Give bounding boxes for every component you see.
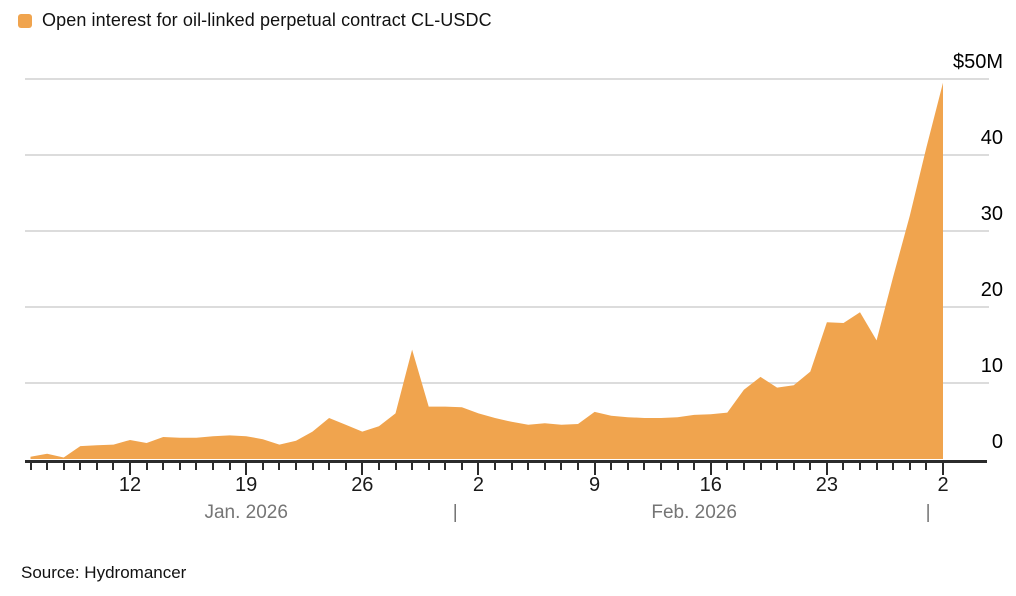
x-axis-tick	[145, 462, 148, 470]
x-axis-tick	[809, 462, 812, 470]
x-axis-tick	[825, 462, 828, 475]
x-axis-tick	[377, 462, 380, 470]
source-text: Source: Hydromancer	[21, 563, 187, 582]
x-axis-tick	[610, 462, 613, 470]
gridline	[25, 306, 989, 308]
x-axis-tick	[859, 462, 862, 470]
x-axis-tick	[659, 462, 662, 470]
x-axis-tick	[543, 462, 546, 470]
x-axis-tick	[261, 462, 264, 470]
x-axis-tick	[311, 462, 314, 470]
y-axis-label: 20	[980, 279, 1003, 301]
x-axis-label: 12	[118, 474, 142, 496]
x-axis-label: 9	[589, 474, 601, 496]
x-axis-tick	[195, 462, 198, 470]
x-axis-tick	[560, 462, 563, 470]
month-separator: |	[925, 502, 931, 523]
legend-swatch-icon	[18, 13, 32, 28]
x-axis-tick	[527, 462, 530, 470]
x-axis-tick	[942, 462, 944, 475]
x-axis-label: 2	[937, 474, 949, 496]
x-axis-tick	[892, 462, 895, 470]
x-axis-tick	[245, 462, 248, 475]
x-axis-label: 23	[815, 474, 838, 496]
x-axis-tick	[792, 462, 795, 470]
legend-label: Open interest for oil-linked perpetual c…	[42, 10, 492, 30]
x-axis-tick	[460, 462, 463, 470]
x-axis-tick	[643, 462, 646, 470]
gridline	[25, 154, 989, 156]
gridline	[25, 382, 989, 384]
x-axis-tick	[759, 462, 762, 470]
x-axis-tick	[328, 462, 331, 470]
x-axis-tick	[875, 462, 878, 470]
x-axis-tick	[95, 462, 98, 470]
x-axis-tick	[62, 462, 65, 470]
area-polygon	[30, 82, 943, 460]
x-axis-tick	[427, 462, 430, 470]
legend: Open interest for oil-linked perpetual c…	[18, 10, 492, 31]
month-label: Feb. 2026	[651, 502, 737, 523]
x-axis-tick	[494, 462, 497, 470]
x-axis-tick	[726, 462, 729, 470]
x-axis-tick	[129, 462, 132, 475]
x-axis-tick	[925, 462, 928, 470]
x-axis-label: 2	[472, 474, 485, 496]
x-axis-tick	[742, 462, 745, 470]
y-axis-label: $50M	[952, 51, 1003, 73]
month-separator: |	[452, 502, 458, 523]
x-axis-tick	[709, 462, 712, 475]
x-axis-tick	[294, 462, 297, 470]
x-axis-tick	[394, 462, 397, 470]
x-axis-tick	[477, 462, 480, 475]
x-axis-tick	[228, 462, 231, 470]
gridline	[25, 230, 989, 232]
y-axis-label: 0	[991, 431, 1003, 453]
x-axis-line	[25, 459, 987, 463]
x-axis-tick	[693, 462, 696, 470]
x-axis-tick	[361, 462, 364, 475]
x-axis-label: 16	[699, 474, 722, 496]
x-axis-tick	[510, 462, 513, 470]
x-axis-tick	[676, 462, 679, 470]
x-axis-tick	[593, 462, 596, 475]
y-axis-label: 10	[980, 355, 1003, 377]
x-axis-tick	[46, 462, 49, 470]
x-axis-tick	[411, 462, 414, 470]
x-axis-tick	[626, 462, 629, 470]
x-axis-label: 19	[235, 474, 258, 496]
x-axis-tick	[29, 462, 32, 470]
x-axis-label: 26	[351, 474, 374, 496]
x-axis-tick	[278, 462, 281, 470]
x-axis-tick	[842, 462, 845, 470]
x-axis-tick	[444, 462, 447, 470]
x-axis-tick	[178, 462, 181, 470]
x-axis-tick	[577, 462, 579, 470]
y-axis-label: 40	[980, 127, 1003, 149]
x-axis-tick	[79, 462, 82, 470]
month-label: Jan. 2026	[204, 502, 288, 523]
x-axis-tick	[776, 462, 779, 470]
y-axis-label: 30	[980, 203, 1003, 225]
x-axis-tick	[908, 462, 911, 470]
gridline	[25, 78, 989, 80]
x-axis-tick	[212, 462, 214, 470]
x-axis-tick	[112, 462, 115, 470]
x-axis-tick	[162, 462, 165, 470]
x-axis-tick	[344, 462, 347, 470]
